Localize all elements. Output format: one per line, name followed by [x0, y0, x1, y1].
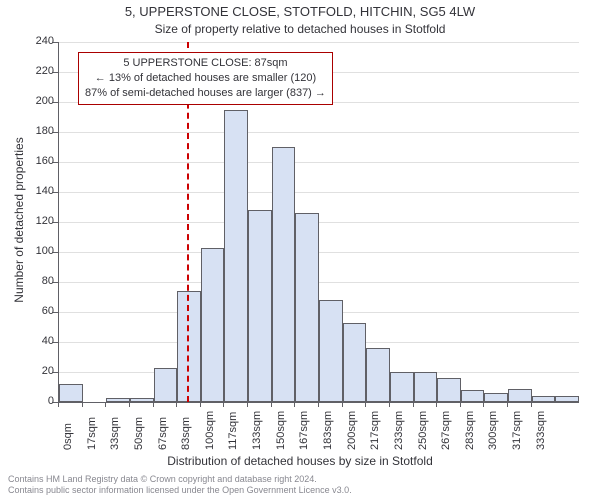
x-tick-label: 17sqm: [86, 417, 98, 450]
x-tick-label: 0sqm: [62, 423, 74, 450]
x-tick-label: 67sqm: [157, 417, 169, 450]
histogram-bar: [484, 393, 508, 402]
histogram-bar: [532, 396, 556, 402]
annotation-box: 5 UPPERSTONE CLOSE: 87sqm ← 13% of detac…: [78, 52, 333, 105]
y-tick-label: 20: [14, 365, 54, 377]
y-tick-label: 0: [14, 395, 54, 407]
histogram-bar: [177, 291, 201, 402]
x-tick-label: 217sqm: [369, 411, 381, 450]
x-tick-label: 150sqm: [275, 411, 287, 450]
x-tick-label: 50sqm: [133, 417, 145, 450]
grid-line: [59, 162, 579, 163]
y-tick-label: 40: [14, 335, 54, 347]
chart-title-sub: Size of property relative to detached ho…: [0, 22, 600, 36]
x-tick-label: 300sqm: [487, 411, 499, 450]
x-tick-label: 83sqm: [180, 417, 192, 450]
annotation-line3: 87% of semi-detached houses are larger (…: [85, 86, 326, 101]
histogram-bar: [224, 110, 248, 403]
x-tick-label: 133sqm: [251, 411, 263, 450]
grid-line: [59, 42, 579, 43]
histogram-bar: [555, 396, 579, 402]
grid-line: [59, 192, 579, 193]
histogram-bar: [390, 372, 414, 402]
histogram-bar: [508, 389, 532, 403]
histogram-bar: [154, 368, 178, 403]
footer-line2: Contains public sector information licen…: [8, 485, 352, 496]
footer-text: Contains HM Land Registry data © Crown c…: [8, 474, 352, 496]
x-tick-label: 283sqm: [464, 411, 476, 450]
x-tick-label: 183sqm: [322, 411, 334, 450]
x-tick-label: 117sqm: [227, 412, 239, 450]
y-tick-label: 60: [14, 305, 54, 317]
histogram-bar: [201, 248, 225, 403]
y-tick-label: 200: [14, 95, 54, 107]
x-axis-label: Distribution of detached houses by size …: [0, 454, 600, 468]
x-tick-label: 100sqm: [204, 411, 216, 450]
grid-line: [59, 252, 579, 253]
histogram-bar: [59, 384, 83, 402]
annotation-line2: ← 13% of detached houses are smaller (12…: [85, 71, 326, 86]
y-tick-label: 100: [14, 245, 54, 257]
footer-line1: Contains HM Land Registry data © Crown c…: [8, 474, 352, 485]
histogram-bar: [248, 210, 272, 402]
histogram-bar: [343, 323, 367, 403]
y-tick-label: 240: [14, 35, 54, 47]
histogram-bar: [272, 147, 296, 402]
chart-container: 5, UPPERSTONE CLOSE, STOTFOLD, HITCHIN, …: [0, 0, 600, 500]
y-tick-label: 140: [14, 185, 54, 197]
annotation-line1: 5 UPPERSTONE CLOSE: 87sqm: [85, 56, 326, 71]
histogram-bar: [130, 398, 154, 403]
histogram-bar: [295, 213, 319, 402]
x-tick-label: 33sqm: [109, 417, 121, 450]
x-tick-label: 233sqm: [393, 411, 405, 450]
grid-line: [59, 222, 579, 223]
grid-line: [59, 132, 579, 133]
y-tick-label: 180: [14, 125, 54, 137]
x-tick-label: 167sqm: [298, 411, 310, 450]
histogram-bar: [319, 300, 343, 402]
y-tick-label: 220: [14, 65, 54, 77]
y-tick-label: 120: [14, 215, 54, 227]
histogram-bar: [106, 398, 130, 403]
x-tick-label: 267sqm: [440, 411, 452, 450]
histogram-bar: [461, 390, 485, 402]
chart-title-main: 5, UPPERSTONE CLOSE, STOTFOLD, HITCHIN, …: [0, 4, 600, 19]
y-tick-label: 160: [14, 155, 54, 167]
y-tick-label: 80: [14, 275, 54, 287]
grid-line: [59, 282, 579, 283]
histogram-bar: [437, 378, 461, 402]
histogram-bar: [414, 372, 438, 402]
x-tick-label: 200sqm: [346, 411, 358, 450]
x-tick-label: 250sqm: [417, 411, 429, 450]
x-tick-label: 333sqm: [535, 411, 547, 450]
histogram-bar: [366, 348, 390, 402]
x-tick-label: 317sqm: [511, 411, 523, 450]
